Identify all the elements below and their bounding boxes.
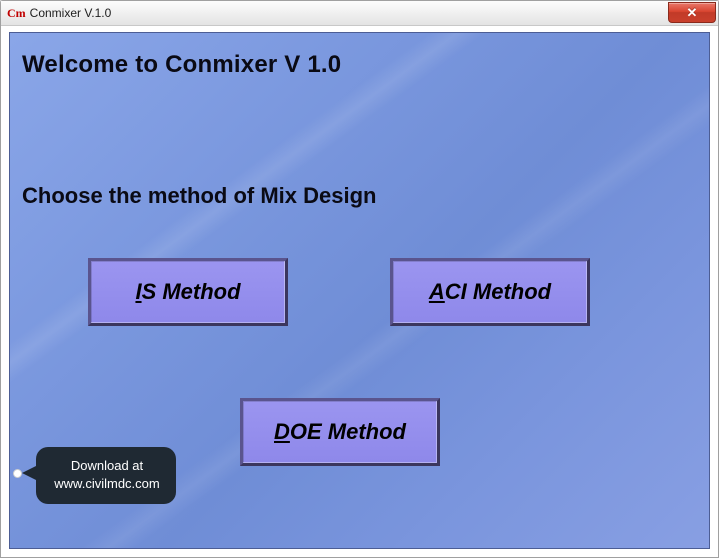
welcome-heading: Welcome to Conmixer V 1.0	[22, 51, 341, 79]
tooltip-line2: www.civilmdc.com	[54, 475, 160, 493]
is-rest: S Method	[142, 279, 241, 304]
aci-method-button[interactable]: ACI Method	[390, 258, 590, 326]
doe-rest: OE Method	[290, 419, 406, 444]
close-icon: ✕	[687, 6, 698, 19]
download-tooltip: Download at www.civilmdc.com	[36, 447, 176, 504]
tooltip-line1: Download at	[54, 457, 160, 475]
is-method-label: IS Method	[135, 279, 240, 305]
aci-rest: CI Method	[445, 279, 551, 304]
doe-method-button[interactable]: DOE Method	[240, 398, 440, 466]
aci-method-label: ACI Method	[429, 279, 551, 305]
titlebar: Cm Conmixer V.1.0 ✕	[1, 1, 718, 26]
doe-hotkey: D	[274, 419, 290, 444]
aci-hotkey: A	[429, 279, 445, 304]
app-icon: Cm	[7, 6, 26, 21]
app-window: Cm Conmixer V.1.0 ✕ Welcome to Conmixer …	[0, 0, 719, 558]
tooltip-anchor-dot	[13, 469, 22, 478]
choose-method-heading: Choose the method of Mix Design	[22, 183, 376, 209]
doe-method-label: DOE Method	[274, 419, 406, 445]
client-area: Welcome to Conmixer V 1.0 Choose the met…	[9, 32, 710, 549]
is-method-button[interactable]: IS Method	[88, 258, 288, 326]
window-title: Conmixer V.1.0	[30, 6, 112, 20]
close-button[interactable]: ✕	[668, 2, 716, 23]
